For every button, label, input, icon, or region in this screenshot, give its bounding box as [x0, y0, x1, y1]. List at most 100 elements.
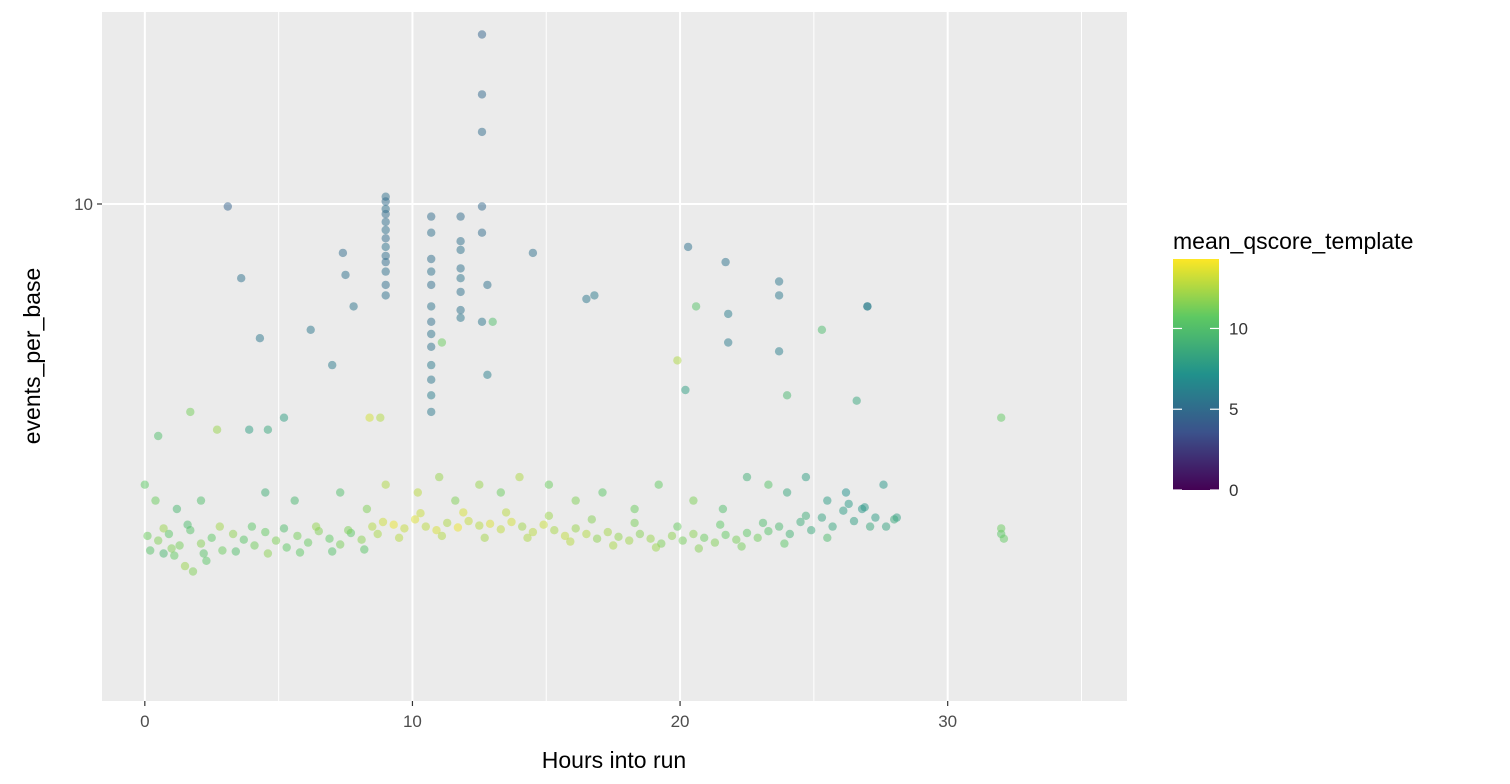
- legend: mean_qscore_template 10 5 0: [1173, 228, 1413, 500]
- data-point-180: [890, 515, 899, 524]
- data-point-141: [475, 521, 484, 530]
- data-point-98: [654, 480, 663, 489]
- data-point-190: [279, 524, 289, 533]
- data-point-147: [539, 520, 548, 529]
- data-point-90: [451, 496, 460, 505]
- data-point-183: [170, 551, 179, 560]
- data-point-165: [732, 535, 741, 544]
- data-point-140: [464, 516, 473, 526]
- x-axis-ticks: 0 10 20 30: [140, 701, 957, 731]
- data-point-130: [357, 535, 366, 544]
- data-point-208: [630, 518, 639, 528]
- data-point-194: [344, 526, 353, 535]
- data-point-27: [427, 375, 436, 384]
- data-point-127: [325, 534, 334, 543]
- y-axis-title: events_per_base: [19, 268, 45, 444]
- data-point-50: [528, 248, 538, 258]
- data-point-74: [245, 425, 254, 434]
- data-point-91: [475, 480, 484, 489]
- data-point-118: [228, 529, 238, 539]
- data-point-121: [261, 527, 270, 537]
- data-point-160: [678, 536, 687, 545]
- data-point-175: [839, 506, 848, 515]
- data-point-12: [381, 251, 390, 261]
- data-point-185: [199, 549, 208, 558]
- data-point-149: [560, 531, 570, 541]
- data-point-207: [609, 541, 618, 550]
- data-point-135: [410, 515, 420, 524]
- data-point-143: [496, 525, 505, 534]
- data-point-25: [427, 342, 436, 351]
- data-point-212: [716, 520, 725, 529]
- y-tick-label-0: 10: [74, 195, 93, 214]
- data-point-66: [673, 356, 682, 365]
- data-point-24: [427, 329, 436, 339]
- data-point-65: [488, 317, 497, 326]
- x-tick-label-1: 10: [403, 712, 422, 731]
- data-point-202: [501, 508, 511, 517]
- data-point-83: [261, 488, 270, 497]
- data-point-80: [151, 496, 160, 505]
- data-point-75: [263, 425, 273, 434]
- data-points: [140, 30, 1009, 576]
- y-axis-ticks: 10: [74, 195, 102, 214]
- data-point-179: [881, 522, 891, 531]
- data-point-142: [485, 519, 495, 528]
- data-point-223: [159, 549, 168, 558]
- data-point-108: [879, 480, 888, 489]
- data-point-215: [780, 539, 789, 548]
- data-point-170: [785, 529, 794, 539]
- data-point-64: [437, 338, 447, 347]
- data-point-63: [817, 325, 827, 334]
- data-point-40: [477, 317, 487, 326]
- data-point-203: [523, 533, 532, 542]
- data-point-14: [381, 267, 390, 276]
- data-point-220: [180, 561, 190, 571]
- data-point-150: [571, 524, 580, 533]
- data-point-148: [550, 526, 559, 535]
- data-point-52: [590, 291, 599, 300]
- data-point-82: [196, 496, 206, 505]
- data-point-88: [413, 488, 422, 497]
- data-point-195: [360, 545, 369, 554]
- data-point-172: [807, 526, 816, 535]
- data-point-96: [598, 488, 607, 497]
- data-point-19: [427, 254, 436, 264]
- data-point-221: [188, 567, 198, 576]
- data-point-87: [381, 480, 390, 489]
- data-point-97: [630, 504, 639, 514]
- data-point-184: [183, 520, 192, 529]
- data-point-162: [700, 533, 709, 542]
- data-point-181: [146, 546, 155, 555]
- data-point-94: [544, 480, 554, 489]
- data-point-193: [328, 547, 337, 556]
- data-point-28: [427, 391, 436, 400]
- data-point-37: [456, 313, 465, 322]
- data-point-34: [456, 274, 465, 283]
- data-point-168: [764, 527, 773, 536]
- legend-colorbar: [1173, 259, 1219, 490]
- data-point-204: [544, 511, 554, 520]
- data-point-224: [167, 544, 176, 553]
- data-point-136: [421, 522, 430, 531]
- data-point-7: [381, 209, 390, 219]
- grid-lines: [102, 12, 1127, 701]
- data-point-206: [587, 515, 596, 524]
- data-point-112: [164, 529, 174, 539]
- data-point-157: [646, 534, 655, 543]
- data-point-171: [796, 517, 805, 527]
- data-point-17: [427, 212, 436, 221]
- data-point-73: [212, 425, 222, 434]
- data-point-43: [237, 274, 246, 283]
- data-point-15: [381, 280, 390, 290]
- data-point-101: [742, 472, 752, 482]
- data-point-178: [871, 513, 880, 522]
- data-point-199: [437, 531, 447, 541]
- data-point-169: [774, 522, 784, 531]
- data-point-81: [172, 504, 182, 514]
- data-point-55: [724, 309, 733, 319]
- data-point-120: [250, 541, 259, 550]
- data-point-182: [159, 524, 168, 533]
- data-point-93: [515, 472, 524, 482]
- data-point-36: [456, 305, 465, 315]
